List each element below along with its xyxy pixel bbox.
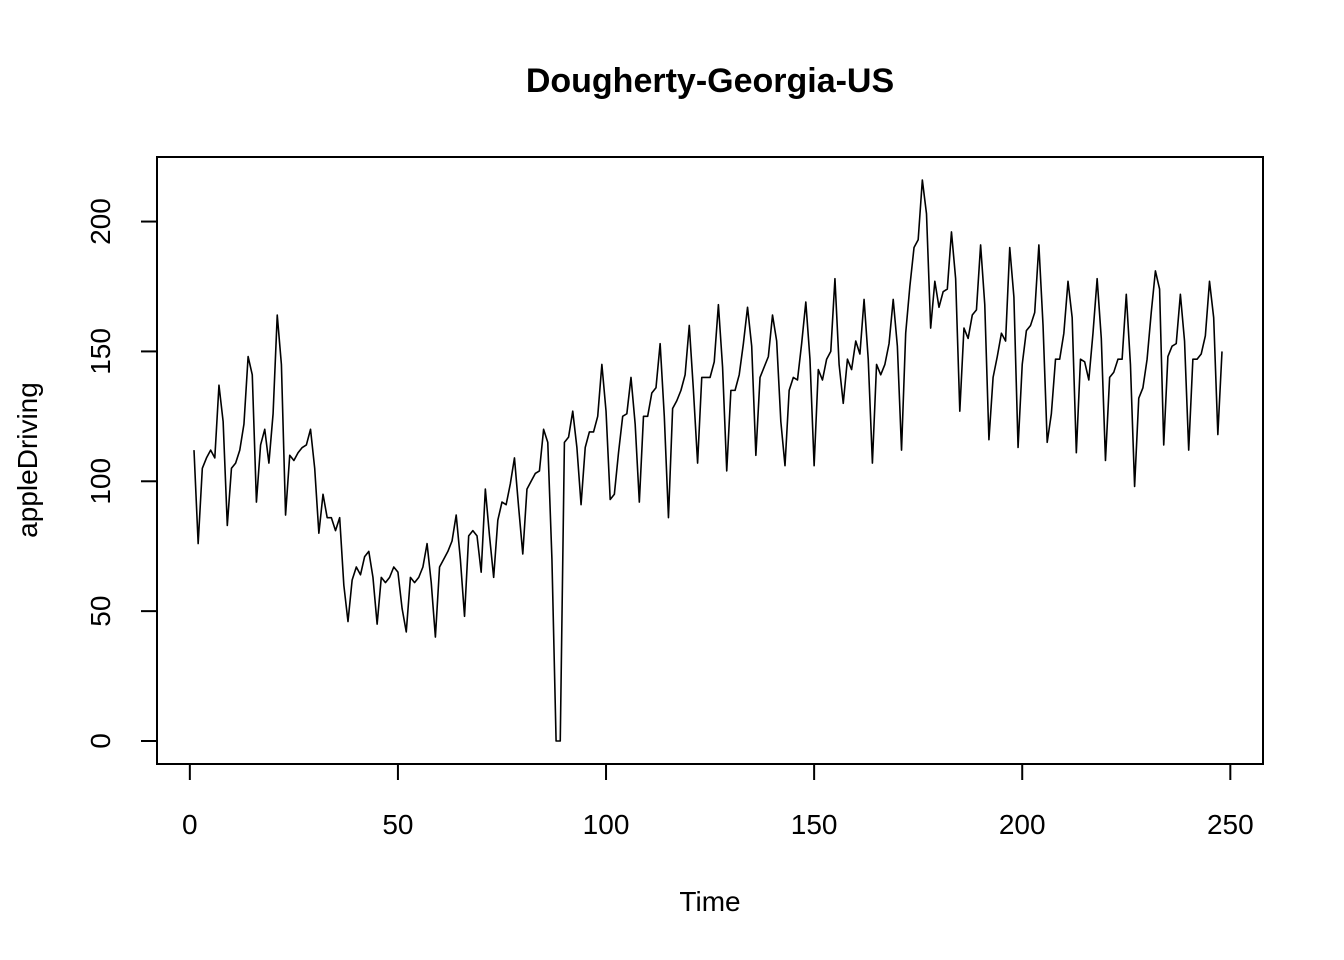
y-tick-label: 150 [85,328,116,375]
x-tick-label: 100 [583,809,630,840]
x-axis-label: Time [679,886,740,917]
y-axis: 0 50 100 150 200 [85,198,158,749]
series-line [193,179,1223,742]
chart-title: Dougherty-Georgia-US [526,62,894,100]
x-tick-label: 150 [791,809,838,840]
plot-frame [156,156,1264,765]
y-tick-label: 50 [85,596,116,627]
x-tick-label: 250 [1207,809,1254,840]
y-axis-label: appleDriving [12,382,43,538]
y-tick-label: 200 [85,198,116,245]
x-tick-label: 50 [382,809,413,840]
y-tick-label: 0 [85,733,116,749]
y-tick-label: 100 [85,458,116,505]
x-axis: 0 50 100 150 200 250 [182,763,1254,840]
x-tick-label: 0 [182,809,198,840]
x-tick-label: 200 [999,809,1046,840]
